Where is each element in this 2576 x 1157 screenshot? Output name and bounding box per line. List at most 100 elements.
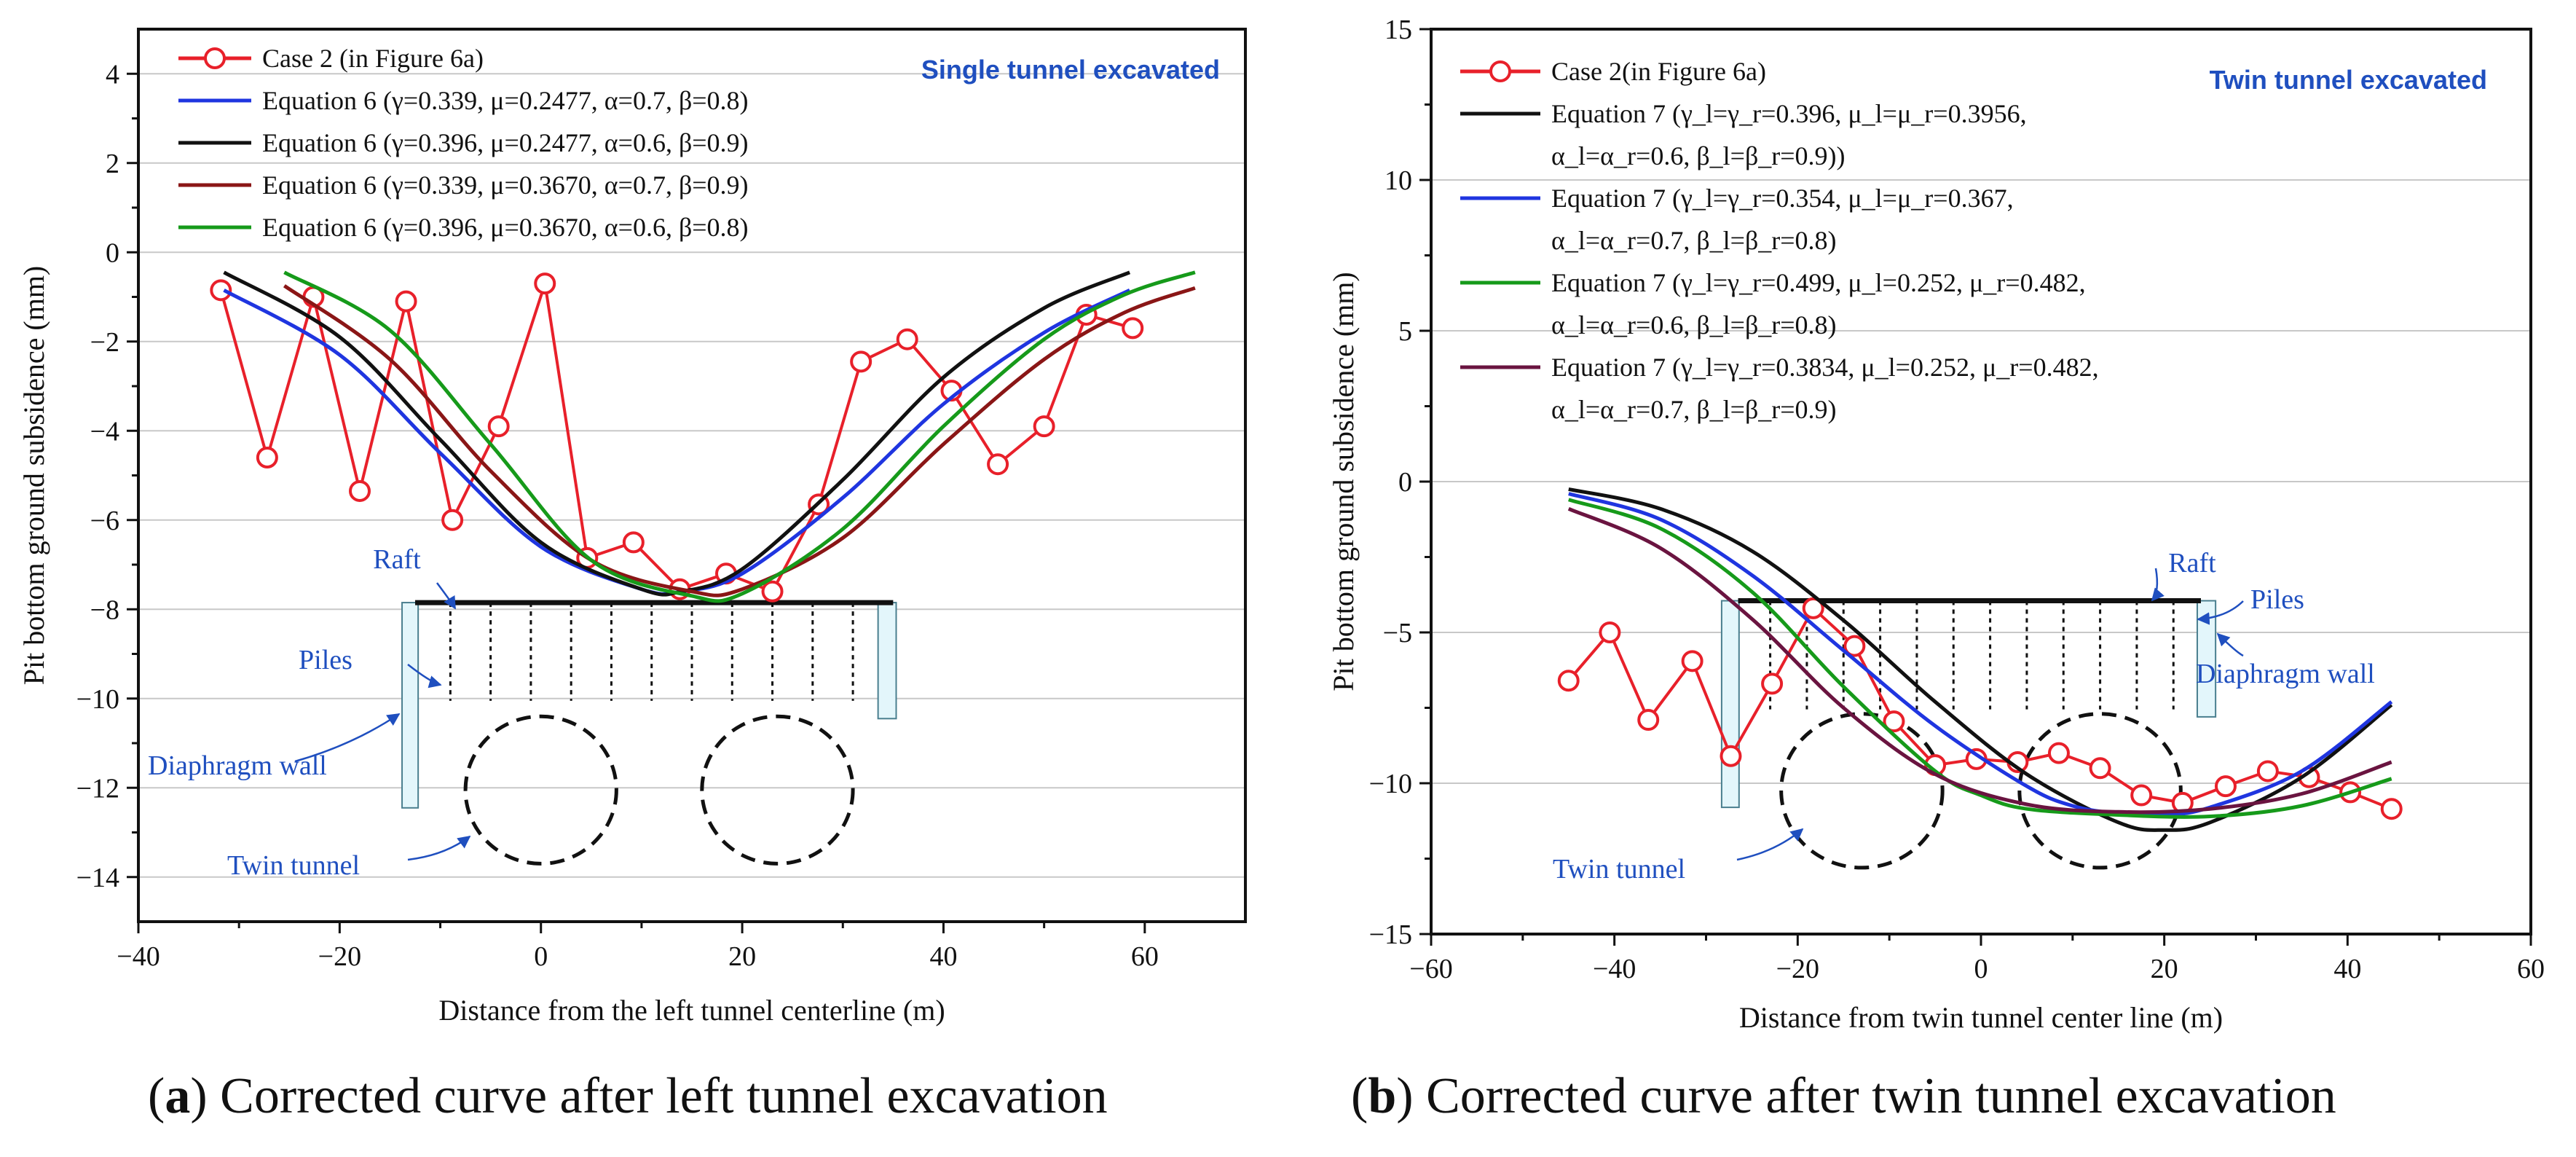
series-curve-2 [1568,492,2393,817]
x-tick-label: 60 [2517,954,2545,984]
raft-label: Raft [2168,548,2216,578]
legend-label-3: Equation 7 (γ_l=γ_r=0.499, μ_l=0.252, μ_… [1551,268,2086,340]
x-tick-label: 60 [1131,941,1159,972]
tunnel-left-circle [463,714,618,866]
diaphragm-wall-label: Diaphragm wall [148,750,327,781]
y-tick-label: −10 [1369,769,1412,799]
twin-tunnel-arrow [407,835,471,861]
tunnel-right-circle [2017,712,2183,870]
chart-panel-b: Raft Piles Diaphragm wall Twin tunnel −60 −40… [1327,15,2545,1034]
y-tick-label: −12 [76,773,119,804]
data-point [349,479,371,502]
legend-label-line: Case 2(in Figure 6a) [1551,57,1766,86]
legend-label-line: Equation 7 (γ_l=γ_r=0.3834, μ_l=0.252, μ… [1551,353,2099,382]
diaphragm-wall-arrow [2216,632,2244,657]
data-point [1637,709,1660,732]
data-point [2256,760,2279,783]
y-tick-label: −5 [1383,618,1412,648]
y-tick-label: 4 [106,59,119,90]
data-point [2380,798,2403,820]
legend-label-line: α_l=α_r=0.6, β_l=β_r=0.8) [1551,310,1837,340]
raft-arrow [2151,568,2165,602]
diaphragm-wall-left [1720,600,1740,809]
y-tick-label: 2 [106,149,119,179]
legend-label-line: Equation 6 (γ=0.339, μ=0.3670, α=0.7, β=… [262,170,749,200]
y-tick-label: −14 [76,863,119,893]
legend-label-line: α_l=α_r=0.7, β_l=β_r=0.9) [1551,395,1837,424]
legend-label-4: Equation 7 (γ_l=γ_r=0.3834, μ_l=0.252, μ… [1551,353,2099,424]
y-tick-label: −2 [90,327,119,358]
data-point [2214,775,2237,798]
legend-label-2: Equation 6 (γ=0.396, μ=0.2477, α=0.6, β=… [262,128,749,157]
series-curve-4 [283,270,1196,603]
x-tick-label: −60 [1409,954,1452,984]
series-curve-3 [1568,498,2392,819]
corner-label: Twin tunnel excavated [2210,65,2487,95]
data-point [1802,597,1824,619]
x-tick-label: −40 [1593,954,1636,984]
y-axis-label: Pit bottom ground subsidence (mm) [1327,272,1360,691]
legend-label-line: Equation 6 (γ=0.339, μ=0.2477, α=0.7, β=… [262,86,749,115]
data-point [1720,745,1742,767]
y-tick-label: −8 [90,595,119,625]
caption-b-letter: b [1368,1068,1397,1124]
piles-label: Piles [299,645,352,675]
data-point [622,531,645,554]
data-point [2089,757,2111,780]
legend-label-line: Equation 6 (γ=0.396, μ=0.3670, α=0.6, β=… [262,213,749,242]
series-curve-3 [283,284,1196,597]
x-tick-label: 0 [1974,954,1988,984]
data-point [256,447,278,468]
data-point [1681,650,1703,672]
x-tick-label: 20 [728,941,756,972]
data-point [1883,710,1905,733]
x-tick-label: 40 [929,941,957,972]
y-axis-label: Pit bottom ground subsidence (mm) [17,266,50,686]
data-point [210,279,232,302]
legend-label-line: Equation 6 (γ=0.396, μ=0.2477, α=0.6, β=… [262,128,749,157]
x-axis-label: Distance from twin tunnel center line (m… [1739,1001,2223,1034]
y-tick-label: 0 [106,238,119,268]
x-tick-label: 40 [2333,954,2361,984]
data-point [987,453,1009,476]
data-point [1599,621,1621,643]
data-point [850,350,873,373]
data-point [2047,742,2070,764]
data-point [534,272,556,295]
legend-label-1: Equation 7 (γ_l=γ_r=0.396, μ_l=μ_r=0.395… [1551,99,2027,170]
data-point [1761,672,1784,695]
twin-tunnel-label: Twin tunnel [1553,854,1685,885]
legend-label-2: Equation 7 (γ_l=γ_r=0.354, μ_l=μ_r=0.367… [1551,184,2014,255]
legend-label-line: Equation 7 (γ_l=γ_r=0.499, μ_l=0.252, μ_… [1551,268,2086,297]
caption-b-text: Corrected curve after twin tunnel excava… [1426,1068,2336,1124]
legend-marker [204,47,226,69]
diaphragm-wall-left [401,602,420,809]
piles-label: Piles [2250,584,2304,615]
y-tick-label: −10 [76,684,119,715]
caption-a-text: Corrected curve after left tunnel excava… [220,1068,1108,1124]
y-tick-label: 15 [1384,15,1412,45]
diaphragm-wall-right [877,602,897,720]
legend-label-1: Equation 6 (γ=0.339, μ=0.2477, α=0.7, β=… [262,86,749,115]
legend-label-line: Equation 7 (γ_l=γ_r=0.396, μ_l=μ_r=0.395… [1551,99,2027,128]
y-tick-label: 10 [1384,165,1412,196]
diaphragm-wall-label: Diaphragm wall [2196,659,2375,689]
series-line-0 [219,283,1133,594]
twin-tunnel-arrow [1736,828,1804,861]
x-tick-label: −20 [318,941,361,972]
y-tick-label: 0 [1398,467,1412,498]
data-point [896,328,918,350]
series-curve-1 [1568,487,2393,832]
legend-label-4: Equation 6 (γ=0.396, μ=0.3670, α=0.6, β=… [262,213,749,242]
data-point [441,509,464,531]
y-tick-label: −4 [90,416,119,447]
diaphragm-wall-arrow [294,713,401,763]
series-curve-2 [223,270,1131,597]
tunnel-left-circle [1779,712,1945,870]
y-tick-label: −6 [90,506,119,536]
raft-label: Raft [373,544,421,575]
data-point [487,415,510,438]
tunnel-right-circle [700,714,855,866]
